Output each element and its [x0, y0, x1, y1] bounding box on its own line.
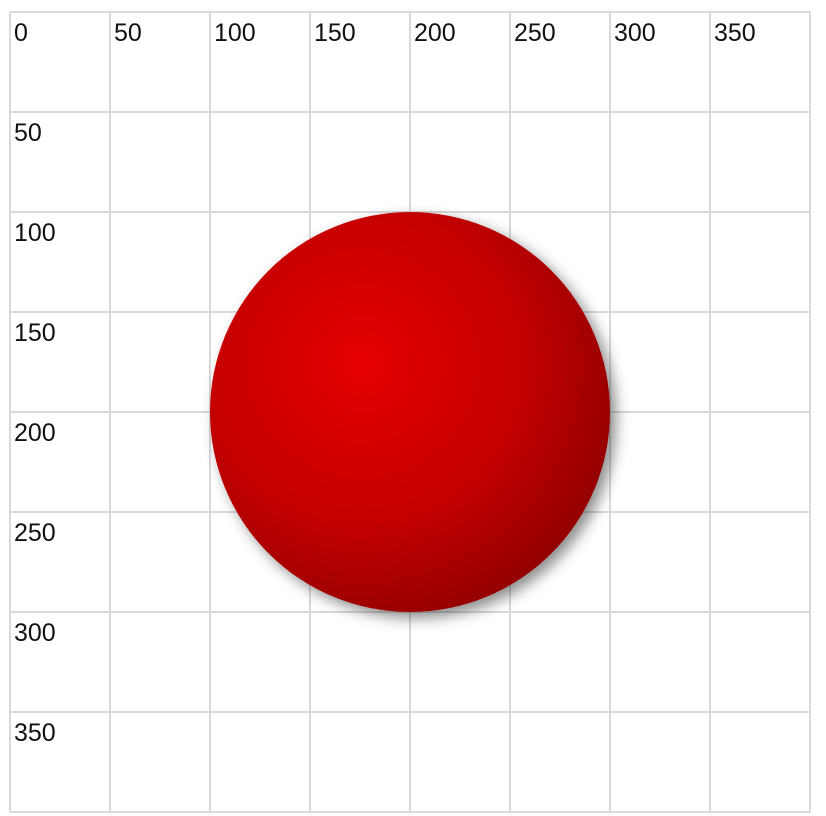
y-tick-label: 200 — [14, 419, 56, 447]
y-tick-label: 50 — [14, 119, 42, 147]
x-tick-labels: 0 50 100 150 200 250 300 350 — [14, 19, 756, 47]
x-tick-label: 250 — [514, 19, 556, 47]
y-tick-label: 250 — [14, 519, 56, 547]
x-tick-label: 200 — [414, 19, 456, 47]
x-tick-label: 50 — [114, 19, 142, 47]
x-tick-label: 300 — [614, 19, 656, 47]
x-tick-label: 150 — [314, 19, 356, 47]
y-tick-label: 300 — [14, 619, 56, 647]
x-tick-label: 0 — [14, 19, 28, 47]
y-tick-label: 100 — [14, 219, 56, 247]
x-tick-label: 100 — [214, 19, 256, 47]
y-tick-labels: 50 100 150 200 250 300 350 — [14, 119, 56, 747]
y-tick-label: 150 — [14, 319, 56, 347]
red-sphere — [210, 212, 610, 612]
x-tick-label: 350 — [714, 19, 756, 47]
y-tick-label: 350 — [14, 719, 56, 747]
